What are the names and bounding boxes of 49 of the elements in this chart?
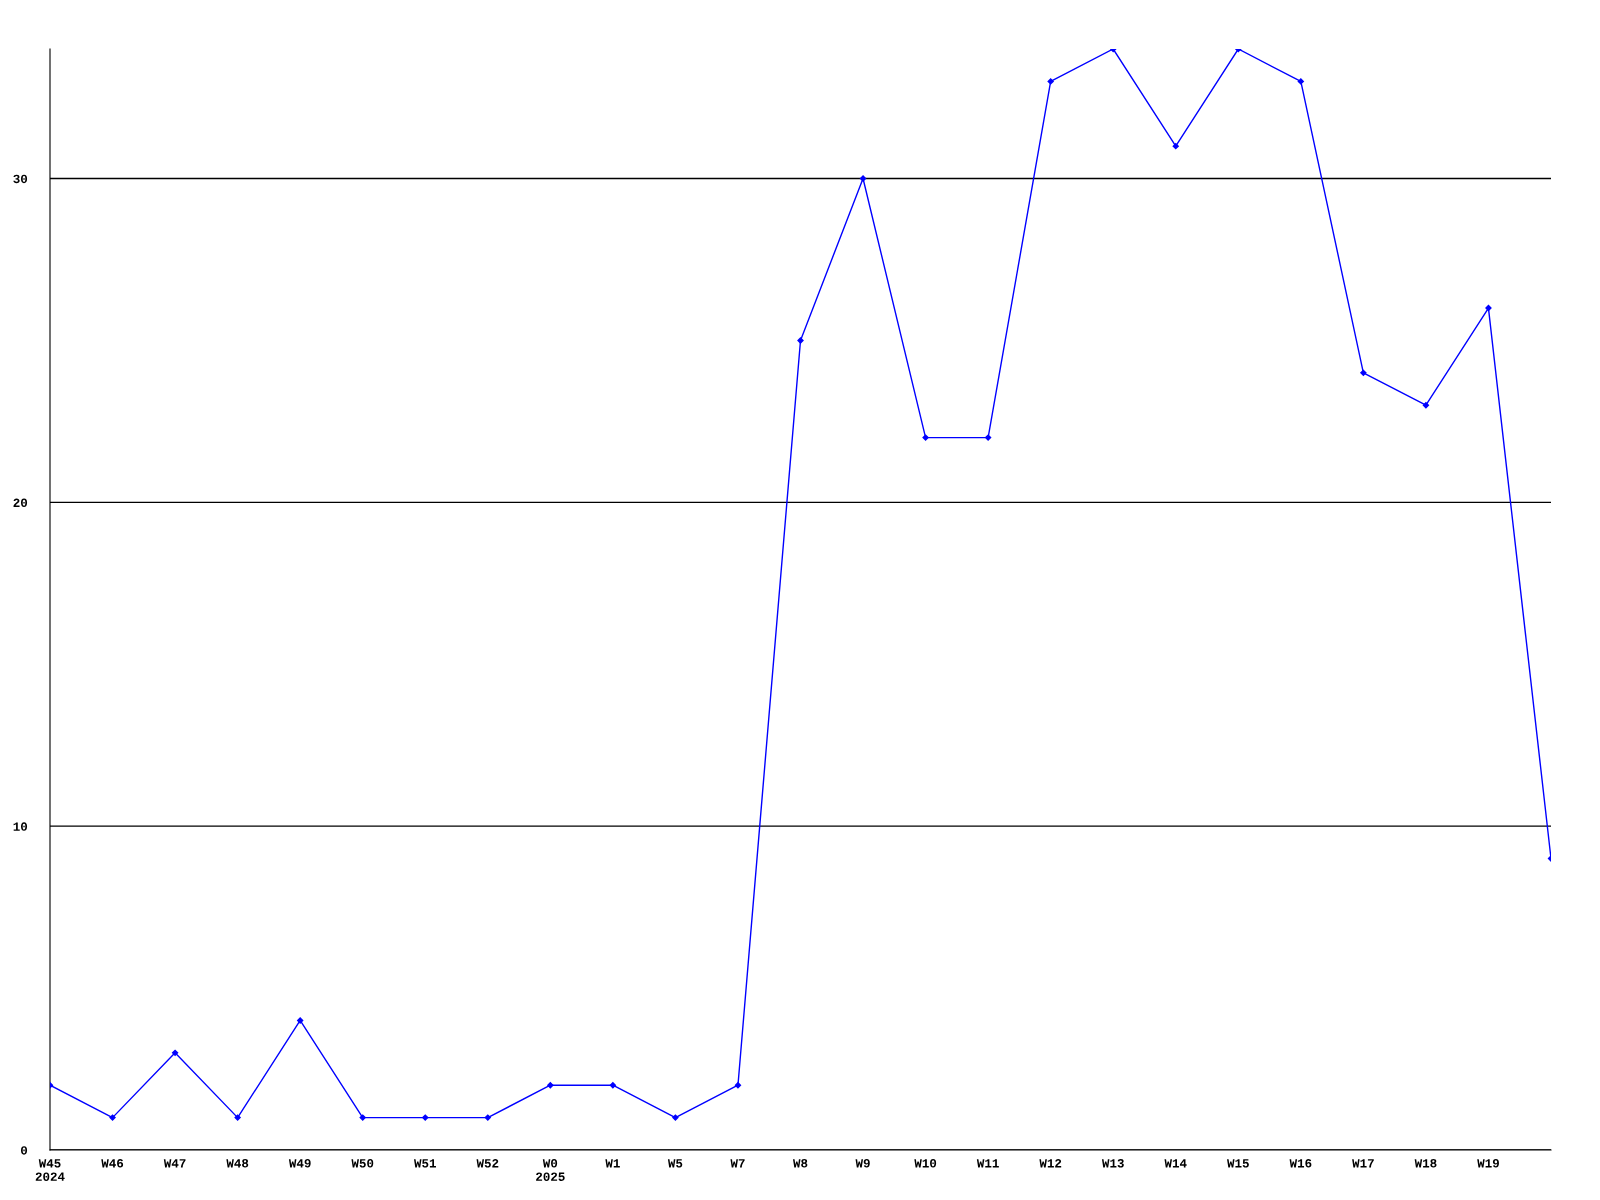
point	[609, 1082, 617, 1089]
x-tick-label: W11	[976, 1159, 999, 1168]
x-tick-label: W45 2024	[35, 1159, 65, 1181]
x-tick-label: W1	[605, 1159, 620, 1168]
y-tick-label: 20	[13, 498, 28, 508]
point	[422, 1114, 429, 1121]
x-tick-label: W9	[855, 1159, 870, 1168]
point	[1172, 142, 1179, 150]
x-tick-label: W10	[914, 1159, 937, 1168]
point	[1422, 402, 1430, 409]
line-series	[50, 49, 1551, 1121]
x-tick-label: W12	[1039, 1159, 1062, 1168]
point	[359, 1114, 366, 1121]
x-tick-label: W14	[1164, 1159, 1187, 1168]
point	[171, 1049, 179, 1057]
x-tick-label: W0 2025	[536, 1159, 565, 1181]
point	[672, 1114, 679, 1121]
x-tick-label: W50	[351, 1159, 374, 1168]
x-tick-label: W17	[1352, 1159, 1374, 1168]
point	[797, 337, 804, 344]
point	[109, 1114, 116, 1121]
point	[734, 1082, 742, 1089]
point	[1297, 78, 1304, 85]
y-tick-label: 0	[20, 1146, 28, 1155]
x-tick-label: W52	[476, 1159, 499, 1168]
y-tick-label: 10	[13, 822, 28, 831]
x-tick-label: W13	[1101, 1159, 1124, 1168]
x-tick-label: W5	[667, 1159, 683, 1168]
x-tick-label: W19	[1477, 1159, 1499, 1168]
x-tick-label: W48	[226, 1159, 249, 1168]
x-tick-label: W16	[1289, 1159, 1312, 1168]
x-tick-label: W49	[288, 1159, 311, 1168]
x-tick-label: W8	[793, 1159, 808, 1168]
x-tick-label: W18	[1414, 1159, 1437, 1168]
point	[1047, 78, 1054, 85]
x-tick-label: W7	[730, 1159, 745, 1168]
point	[297, 1017, 304, 1024]
point	[547, 1082, 554, 1089]
point	[922, 434, 929, 441]
x-tick-label: W47	[163, 1159, 186, 1168]
x-tick-label: W51	[414, 1159, 436, 1168]
x-tick-label: W46	[101, 1159, 124, 1168]
point	[1360, 369, 1367, 376]
point	[234, 1114, 241, 1121]
y-tick-label: 30	[13, 174, 28, 184]
x-tick-label: W15	[1227, 1159, 1249, 1168]
point	[484, 1114, 491, 1121]
point	[1485, 304, 1492, 312]
point	[984, 434, 992, 441]
